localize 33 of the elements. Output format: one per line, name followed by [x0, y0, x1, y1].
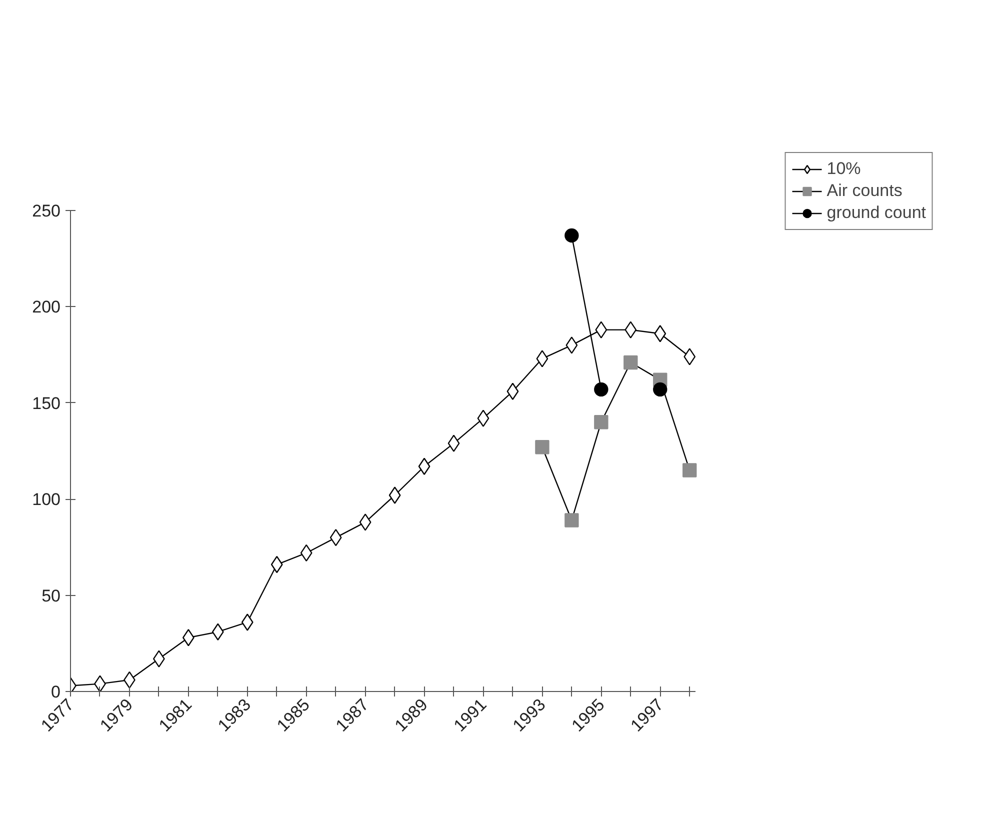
- point: [624, 355, 638, 370]
- point: [212, 623, 224, 640]
- y-tick-label: 0: [51, 682, 61, 702]
- point: [594, 415, 608, 430]
- point: [388, 486, 401, 504]
- y-tick-label: 250: [32, 202, 61, 220]
- legend-label: 10%: [826, 159, 861, 179]
- y-tick-label: 50: [42, 586, 61, 606]
- point: [564, 228, 579, 243]
- point: [536, 350, 548, 368]
- y-tick-label: 100: [32, 490, 61, 510]
- y-tick-label: 150: [32, 394, 61, 413]
- point: [182, 629, 194, 646]
- point: [654, 325, 666, 342]
- point: [506, 382, 519, 400]
- point: [448, 434, 460, 452]
- point: [594, 382, 608, 397]
- point: [535, 440, 550, 454]
- point: [595, 321, 608, 338]
- point: [682, 463, 697, 478]
- y-tick-label: 200: [32, 298, 61, 317]
- point: [624, 321, 637, 338]
- point: [477, 410, 490, 427]
- point: [566, 336, 578, 354]
- point: [94, 675, 106, 692]
- point: [418, 458, 430, 475]
- legend-label: Air counts: [826, 181, 902, 201]
- point: [684, 348, 696, 366]
- point: [241, 614, 254, 631]
- point: [359, 514, 372, 531]
- point: [564, 513, 579, 528]
- legend-label: ground count: [826, 203, 926, 223]
- point: [653, 382, 668, 397]
